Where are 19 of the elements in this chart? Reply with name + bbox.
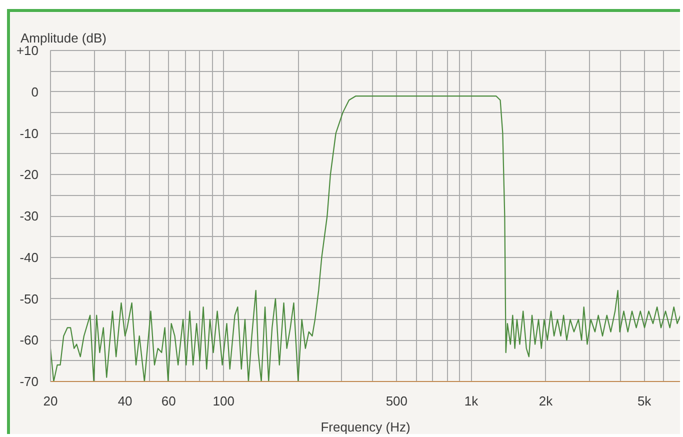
- x-tick-label: 1k: [464, 394, 479, 408]
- y-tick-label: +10: [16, 43, 39, 58]
- y-tick-label: -30: [20, 208, 39, 224]
- y-tick-label: -60: [20, 332, 39, 348]
- y-axis-title: Amplitude (dB): [20, 30, 106, 46]
- x-tick-label: 40: [118, 394, 132, 408]
- x-tick-label: 500: [386, 394, 408, 408]
- y-tick-label: -20: [20, 167, 39, 182]
- x-tick-label: 5k: [637, 394, 652, 408]
- x-axis-title: Frequency (Hz): [320, 420, 410, 434]
- x-tick-label: 60: [161, 394, 176, 408]
- x-tick-label: 100: [212, 394, 234, 408]
- x-tick-label: 2k: [538, 394, 554, 408]
- y-tick-label: -40: [20, 250, 39, 265]
- x-tick-label: 20: [43, 394, 58, 408]
- y-tick-label: 0: [31, 84, 39, 100]
- y-tick-label: -50: [20, 291, 39, 306]
- y-tick-label: -70: [20, 374, 39, 389]
- y-tick-label: -10: [20, 126, 39, 141]
